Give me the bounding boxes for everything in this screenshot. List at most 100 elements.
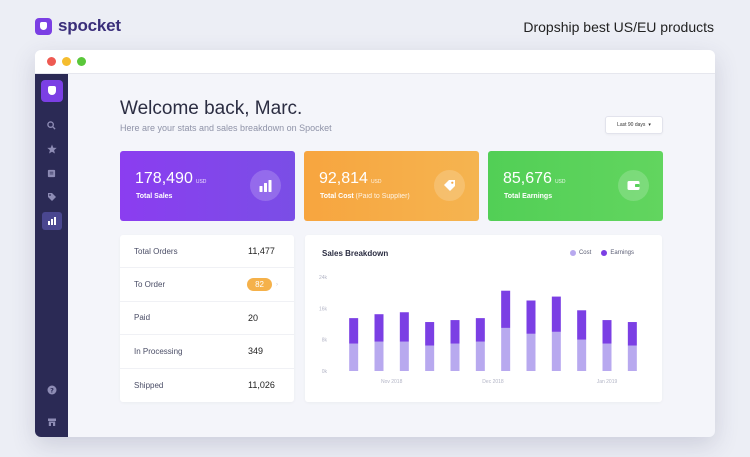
total-cost-value: 92,814 (319, 170, 368, 187)
bar-earnings[interactable] (577, 310, 587, 340)
total-earnings-card: 85,676 USD Total Earnings (488, 151, 663, 221)
total-earnings-unit: USD (554, 179, 566, 185)
order-label: Shipped (134, 380, 164, 390)
brand: spocket (35, 16, 121, 36)
legend-earnings-label: Earnings (610, 250, 634, 256)
total-sales-unit: USD (195, 179, 207, 185)
bar-earnings[interactable] (526, 300, 536, 334)
brand-name: spocket (58, 16, 121, 35)
sales-breakdown-chart: 0k 8k 16k 24k Nov 2018 Dec 2018 Jan 2019 (319, 275, 637, 385)
bar-cost[interactable] (374, 341, 384, 371)
x-tick-label: Dec 2018 (482, 379, 504, 385)
y-tick-label: 8k (322, 338, 328, 344)
order-row: Paid 20 (120, 302, 294, 336)
star-icon[interactable] (42, 140, 62, 158)
orders-summary-card: Total Orders 11,477 To Order 82 › Paid 20 In Pr… (120, 235, 294, 402)
app-window: ? Welcome back, Marc. Here are your stat… (35, 50, 715, 437)
order-value: 11,477 (248, 246, 275, 257)
close-window-dot[interactable] (47, 57, 56, 66)
help-icon[interactable]: ? (42, 381, 62, 399)
legend-cost: Cost (569, 250, 592, 256)
bar-cost[interactable] (349, 343, 359, 371)
bar-earnings[interactable] (501, 290, 511, 328)
bar-earnings[interactable] (602, 320, 612, 344)
total-sales-label: Total Sales (136, 193, 173, 200)
total-cost-label: Total Cost (320, 193, 354, 200)
bar-cost[interactable] (602, 343, 612, 371)
bar-earnings[interactable] (551, 296, 561, 332)
order-row: Total Orders 11,477 (120, 235, 294, 269)
chart-icon[interactable] (41, 212, 62, 230)
total-cost-sublabel: (Paid to Supplier) (355, 193, 410, 200)
order-label: Paid (134, 313, 151, 323)
page-title: Welcome back, Marc. (120, 98, 303, 119)
bar-cost[interactable] (627, 345, 637, 371)
y-tick-label: 0k (322, 369, 328, 375)
total-cost-value-wrap: 92,814 USD (319, 170, 382, 188)
y-tick-label: 16k (319, 306, 328, 312)
bar-earnings[interactable] (450, 320, 460, 344)
legend-cost-label: Cost (578, 250, 592, 256)
order-row[interactable]: To Order 82 › (120, 268, 294, 302)
bar-chart-icon (250, 170, 281, 201)
total-sales-card: 178,490 USD Total Sales (120, 151, 295, 221)
total-sales-value: 178,490 (135, 170, 193, 187)
y-tick-label: 24k (319, 275, 328, 281)
total-earnings-label: Total Earnings (504, 193, 553, 200)
order-label: In Processing (134, 346, 183, 356)
x-tick-label: Nov 2018 (381, 379, 403, 385)
chart-legend: Cost Earnings (569, 250, 634, 256)
page-subtitle: Here are your stats and sales breakdown … (120, 123, 332, 133)
minimize-window-dot[interactable] (62, 57, 71, 66)
maximize-window-dot[interactable] (77, 57, 86, 66)
bar-cost[interactable] (526, 333, 536, 371)
x-tick-label: Jan 2019 (597, 379, 618, 385)
order-value: 11,026 (248, 380, 275, 391)
total-earnings-value: 85,676 (503, 170, 552, 187)
price-tag-icon (434, 170, 465, 201)
bar-cost[interactable] (475, 341, 485, 371)
total-cost-label-wrap: Total Cost (Paid to Supplier) (320, 193, 410, 200)
bar-cost[interactable] (577, 339, 587, 371)
bar-earnings[interactable] (349, 318, 359, 344)
to-order-badge[interactable]: 82 (247, 278, 272, 292)
tag-icon[interactable] (42, 188, 62, 206)
bar-cost[interactable] (551, 331, 561, 371)
total-sales-value-wrap: 178,490 USD (135, 170, 206, 188)
bar-earnings[interactable] (374, 314, 384, 342)
chart-title: Sales Breakdown (322, 249, 389, 258)
total-earnings-value-wrap: 85,676 USD (503, 170, 566, 188)
order-value: 20 (248, 312, 259, 323)
bar-earnings[interactable] (399, 312, 409, 342)
bar-earnings[interactable] (425, 322, 435, 346)
legend-cost-swatch (569, 250, 576, 256)
total-cost-card: 92,814 USD Total Cost (Paid to Supplier) (304, 151, 479, 221)
to-order-badge-wrap[interactable]: 82 › (247, 278, 278, 292)
sidebar: ? (35, 74, 68, 437)
bar-cost[interactable] (425, 345, 435, 371)
bar-cost[interactable] (399, 341, 409, 371)
legend-earnings: Earnings (601, 250, 634, 256)
chevron-down-icon: ▾ (648, 122, 651, 128)
bar-earnings[interactable] (475, 318, 485, 342)
order-label: To Order (134, 280, 166, 290)
legend-earnings-swatch (601, 250, 608, 256)
order-row: In Processing 349 (120, 335, 294, 369)
sales-breakdown-card: Sales Breakdown Cost Earnings 0k 8k 16k 24k… (305, 235, 662, 402)
chevron-right-icon: › (276, 281, 278, 288)
order-label: Total Orders (134, 246, 178, 256)
bar-earnings[interactable] (627, 322, 637, 346)
window-titlebar (35, 50, 715, 74)
date-range-label: Last 90 days (617, 122, 646, 128)
spocket-logo-icon (35, 17, 52, 35)
book-icon[interactable] (42, 164, 62, 182)
store-icon[interactable] (42, 413, 62, 431)
sidebar-logo-icon[interactable] (40, 80, 63, 102)
bar-cost[interactable] (501, 327, 511, 371)
search-icon[interactable] (42, 116, 62, 134)
date-range-dropdown[interactable]: Last 90 days ▾ (605, 116, 663, 134)
bar-cost[interactable] (450, 343, 460, 371)
wallet-icon (618, 170, 649, 201)
order-row: Shipped 11,026 (120, 369, 294, 402)
total-cost-unit: USD (370, 179, 382, 185)
